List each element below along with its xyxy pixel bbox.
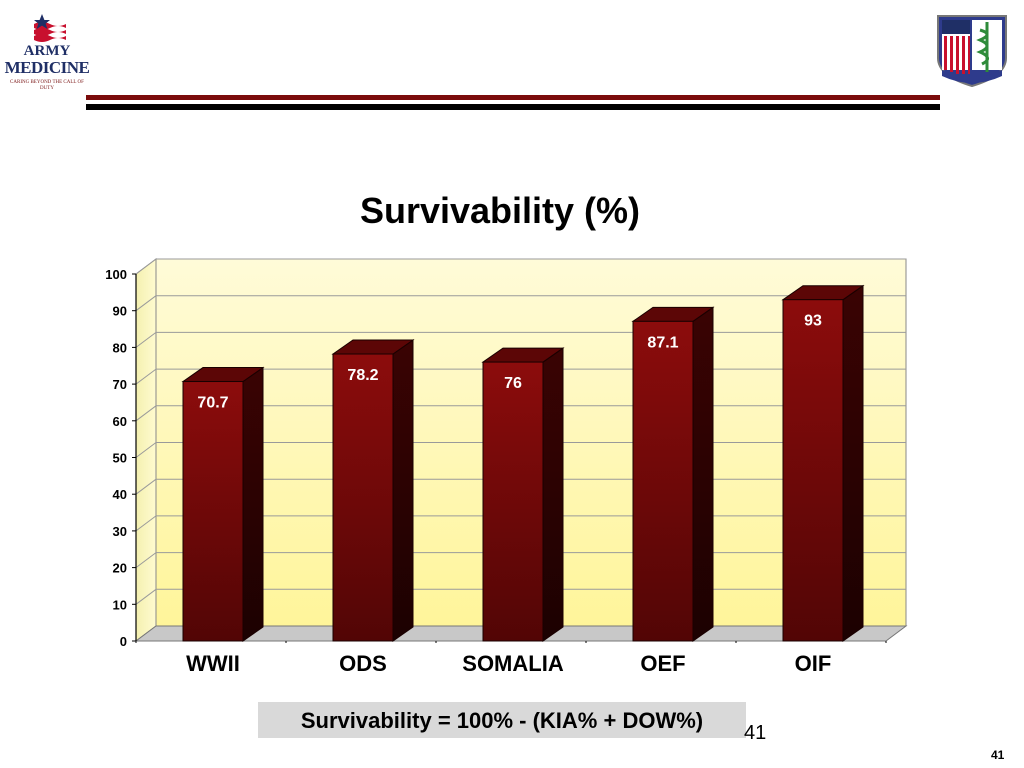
logo-tagline: CARING BEYOND THE CALL OF DUTY [10, 80, 84, 91]
y-tick-label: 90 [113, 304, 127, 319]
x-category-label: OIF [795, 651, 832, 676]
bar-value-label: 93 [804, 313, 822, 330]
logo-medicine-text: MEDICINE [4, 58, 90, 77]
gridline-diagonal [135, 295, 157, 312]
y-tick-label: 10 [113, 597, 127, 612]
bar-side [242, 366, 264, 642]
gridline-diagonal [135, 405, 157, 422]
y-tick-label: 0 [120, 634, 127, 649]
bar-side [542, 347, 564, 642]
x-category-label: ODS [339, 651, 387, 676]
y-tick-label: 60 [113, 414, 127, 429]
y-tick-label: 50 [113, 451, 127, 466]
bar: 87.1 [631, 306, 715, 642]
army-medicine-logo: ARMY MEDICINE CARING BEYOND THE CALL OF … [4, 10, 90, 91]
x-category-label: SOMALIA [462, 651, 564, 676]
logo-army-text: ARMY [23, 43, 71, 59]
bar-value-label: 78.2 [347, 367, 378, 384]
x-category-label: OEF [640, 651, 685, 676]
bar-side [692, 306, 714, 642]
bar: 70.7 [181, 366, 265, 642]
formula-text: Survivability = 100% - (KIA% + DOW%) [300, 708, 704, 733]
bar-side [842, 284, 864, 642]
y-tick-label: 20 [113, 561, 127, 576]
header-rule-black [86, 104, 940, 110]
slide-number-footer: 41 [991, 748, 1005, 762]
gridline-diagonal [135, 515, 157, 532]
bar-front [632, 320, 694, 642]
bar: 76 [481, 347, 565, 642]
bar-value-label: 87.1 [647, 334, 678, 351]
gridline-diagonal [135, 331, 157, 348]
bar: 78.2 [331, 339, 415, 642]
flag-star-icon [34, 14, 66, 42]
bar-front [332, 353, 394, 642]
medical-corps-crest-icon [937, 15, 1007, 88]
gridline-diagonal [135, 368, 157, 385]
bar-front [782, 299, 844, 642]
y-tick-label: 100 [105, 267, 127, 282]
gridline-diagonal [135, 442, 157, 458]
y-tick-label: 30 [113, 524, 127, 539]
bar-value-label: 70.7 [197, 395, 228, 412]
gridline-diagonal [135, 258, 157, 275]
formula-box: Survivability = 100% - (KIA% + DOW%) [258, 702, 746, 738]
bar-front [482, 361, 544, 642]
bar-value-label: 76 [504, 375, 522, 392]
chart-title: Survivability (%) [359, 190, 641, 231]
bar: 93 [781, 284, 865, 642]
gridline-diagonal [135, 588, 157, 605]
bar-side [392, 339, 414, 642]
header-rule-red [86, 95, 940, 100]
slide-number: 41 [744, 722, 767, 744]
bar-front [182, 381, 244, 642]
x-category-label: WWII [186, 651, 240, 676]
y-tick-label: 80 [113, 340, 127, 355]
y-tick-label: 40 [113, 487, 127, 502]
gridline-diagonal [135, 552, 157, 568]
gridline-diagonal [135, 478, 157, 495]
y-tick-label: 70 [113, 377, 127, 392]
